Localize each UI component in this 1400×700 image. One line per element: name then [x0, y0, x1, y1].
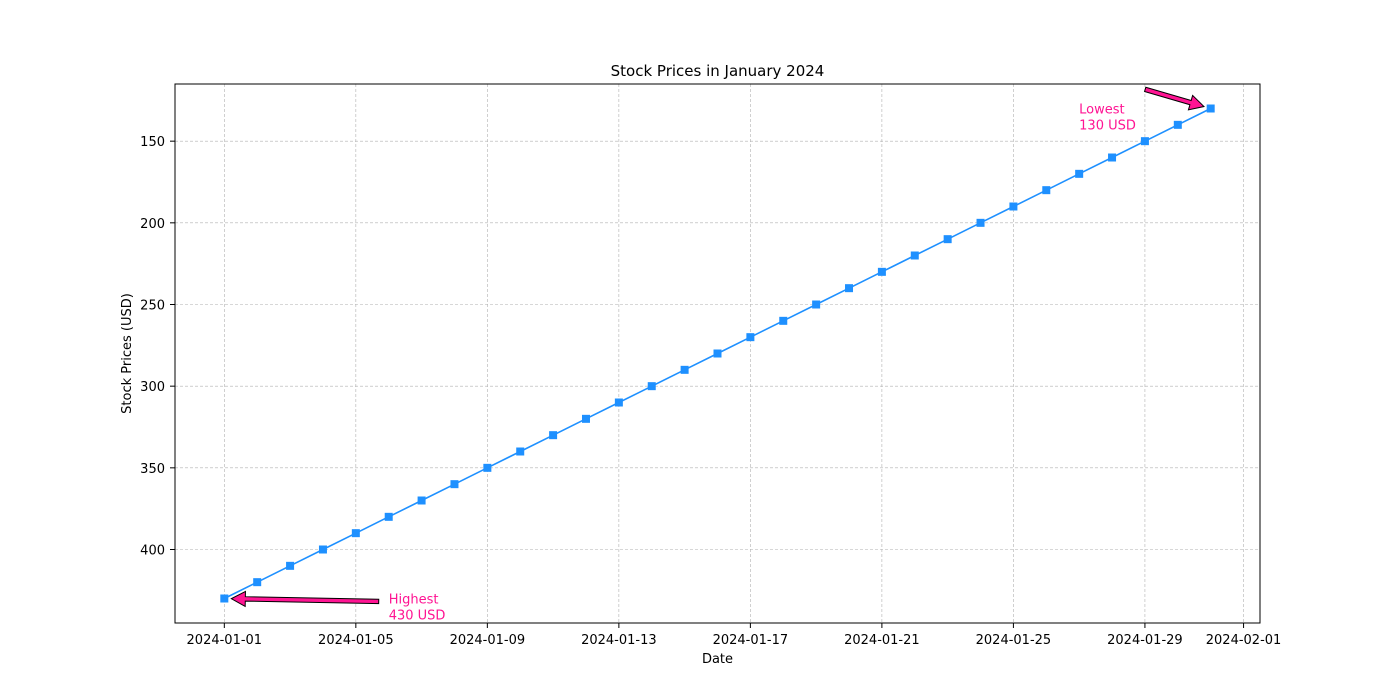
x-tick-label: 2024-02-01 — [1206, 633, 1282, 648]
data-point — [253, 578, 262, 587]
grid — [175, 84, 1260, 623]
data-point — [1108, 153, 1117, 162]
series-layer — [220, 104, 1215, 603]
data-point — [516, 447, 525, 456]
data-point — [910, 251, 919, 260]
y-tick-label: 150 — [140, 135, 165, 150]
data-point — [943, 235, 952, 244]
data-point — [1042, 186, 1051, 195]
plot-frame — [174, 83, 1261, 624]
x-tick-label: 2024-01-29 — [1107, 633, 1183, 648]
data-point — [647, 382, 656, 391]
data-point — [614, 398, 623, 407]
x-tick-label: 2024-01-13 — [581, 633, 657, 648]
data-point — [581, 414, 590, 423]
data-point — [549, 431, 558, 440]
annotation-arrow — [230, 590, 380, 608]
x-tick-label: 2024-01-21 — [844, 633, 920, 648]
data-point — [713, 349, 722, 358]
data-point — [483, 463, 492, 472]
x-tick-label: 2024-01-09 — [450, 633, 526, 648]
data-point — [220, 594, 229, 603]
y-axis-label: Stock Prices (USD) — [120, 293, 135, 414]
annotation-text: 430 USD — [389, 608, 446, 623]
data-point — [286, 561, 295, 570]
x-tick-label: 2024-01-25 — [976, 633, 1052, 648]
x-axis-label: Date — [702, 652, 733, 667]
x-axis-ticks: 2024-01-01 2024-01-05 2024-01-09 2024-01-13… — [187, 623, 1282, 648]
y-tick-label: 200 — [140, 217, 165, 232]
data-point — [845, 284, 854, 293]
data-point — [779, 316, 788, 325]
annotation-text: 130 USD — [1079, 118, 1136, 133]
y-tick-label: 300 — [140, 380, 165, 395]
data-point — [1173, 120, 1182, 129]
data-point — [1075, 169, 1084, 178]
data-point — [877, 267, 886, 276]
data-point — [318, 545, 327, 554]
x-tick-label: 2024-01-17 — [713, 633, 789, 648]
annotation-text: Lowest — [1079, 102, 1124, 117]
x-tick-label: 2024-01-01 — [187, 633, 263, 648]
annotation-text: Highest — [389, 592, 439, 607]
data-point — [680, 365, 689, 374]
data-point — [812, 300, 821, 309]
y-tick-label: 350 — [140, 462, 165, 477]
data-point — [417, 496, 426, 505]
y-tick-label: 400 — [140, 544, 165, 559]
x-tick-label: 2024-01-05 — [318, 633, 394, 648]
data-point — [351, 529, 360, 538]
annotation-arrow — [1143, 86, 1205, 111]
data-point — [746, 333, 755, 342]
y-tick-label: 250 — [140, 299, 165, 314]
y-axis-ticks: 150 200 250 300 350 400 — [140, 135, 175, 559]
chart-title: Stock Prices in January 2024 — [611, 62, 825, 80]
data-point — [1140, 137, 1149, 146]
data-point — [1009, 202, 1018, 211]
data-point — [450, 480, 459, 489]
data-point — [384, 512, 393, 521]
data-point — [976, 218, 985, 227]
data-point — [1206, 104, 1215, 113]
